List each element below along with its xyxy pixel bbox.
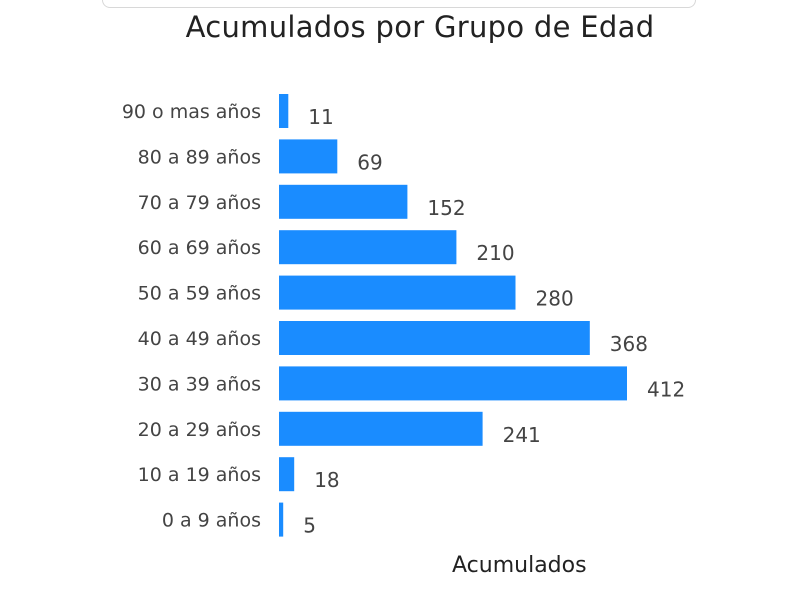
category-label: 50 a 59 años	[138, 283, 261, 305]
data-label: 69	[357, 150, 382, 174]
bar[interactable]	[279, 275, 516, 310]
bar[interactable]	[279, 184, 408, 219]
category-label: 70 a 79 años	[138, 192, 261, 214]
category-label: 30 a 39 años	[138, 373, 261, 395]
bar[interactable]	[279, 230, 457, 265]
bar[interactable]	[279, 457, 295, 492]
category-labels-group: 90 o mas años 80 a 89 años 70 a 79 años 60 …	[122, 101, 261, 532]
data-label: 210	[476, 241, 514, 265]
category-label: 0 a 9 años	[162, 510, 261, 532]
x-axis-title: Acumulados	[452, 553, 587, 578]
bar[interactable]	[279, 139, 338, 174]
bar[interactable]	[279, 502, 284, 537]
data-label: 241	[503, 423, 541, 447]
bar[interactable]	[279, 321, 590, 355]
category-label: 20 a 29 años	[138, 419, 261, 441]
data-label: 368	[610, 332, 648, 356]
category-label: 10 a 19 años	[138, 464, 261, 486]
category-label: 80 a 89 años	[138, 146, 261, 168]
value-labels-group: 11 69 152 210 280 368 412 241 18 5	[303, 105, 685, 538]
data-label: 11	[308, 105, 333, 129]
data-label: 412	[647, 377, 685, 401]
bar[interactable]	[279, 366, 627, 401]
bars-group	[279, 94, 627, 537]
category-label: 90 o mas años	[122, 101, 261, 123]
category-label: 40 a 49 años	[138, 328, 261, 350]
bar[interactable]	[279, 411, 483, 446]
category-label: 60 a 69 años	[138, 237, 261, 259]
data-label: 18	[314, 468, 339, 492]
data-label: 5	[303, 514, 316, 538]
data-label: 280	[536, 287, 574, 311]
bar[interactable]	[279, 94, 289, 128]
chart-title: Acumulados por Grupo de Edad	[185, 10, 655, 44]
data-label: 152	[427, 196, 465, 220]
